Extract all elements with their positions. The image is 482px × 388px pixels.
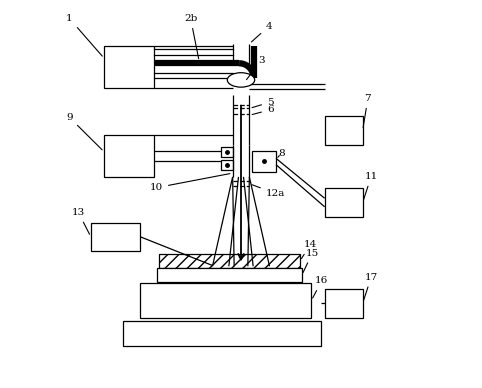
Bar — [91, 223, 140, 251]
Text: 12a: 12a — [252, 185, 285, 198]
Text: 7: 7 — [363, 94, 371, 128]
Bar — [140, 283, 311, 317]
Text: 16: 16 — [313, 276, 328, 298]
Text: 6: 6 — [252, 105, 273, 114]
Bar — [157, 268, 302, 282]
Text: 3: 3 — [246, 56, 265, 80]
Text: 17: 17 — [363, 272, 378, 301]
Text: 2b: 2b — [184, 14, 199, 59]
Bar — [253, 151, 276, 172]
Bar — [325, 289, 362, 317]
Text: 9: 9 — [66, 113, 102, 150]
Bar — [104, 46, 154, 88]
Text: 11: 11 — [363, 172, 378, 200]
Text: 15: 15 — [303, 249, 319, 273]
Bar — [159, 254, 300, 268]
Bar — [221, 147, 233, 158]
Text: 14: 14 — [301, 240, 317, 258]
Bar — [325, 188, 362, 217]
Ellipse shape — [228, 73, 254, 87]
Text: 1: 1 — [66, 14, 102, 56]
Bar — [325, 116, 362, 145]
Text: 5: 5 — [252, 98, 273, 107]
Text: 8: 8 — [278, 149, 284, 158]
Bar — [123, 321, 321, 346]
Bar — [104, 135, 154, 177]
Text: 4: 4 — [252, 22, 272, 42]
Text: 10: 10 — [150, 173, 230, 192]
Text: 13: 13 — [72, 208, 90, 234]
Bar — [221, 160, 233, 170]
